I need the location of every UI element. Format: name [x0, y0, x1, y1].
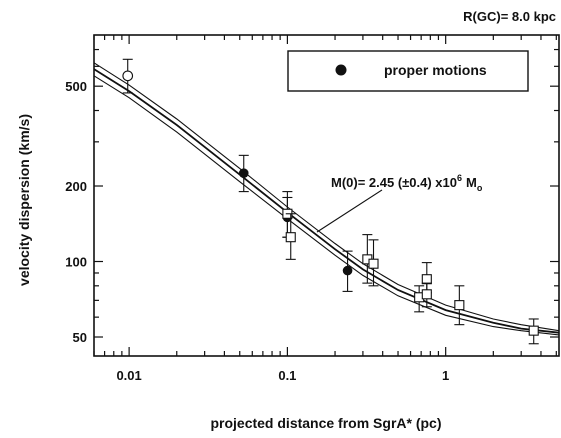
annotation-text: M(0)= 2.45 (±0.4) x106 Mo: [331, 173, 483, 193]
data-point: [528, 318, 539, 345]
x-axis-label: projected distance from SgrA* (pc): [210, 415, 441, 431]
annotation-subscript: o: [477, 183, 483, 193]
data-point: [285, 213, 296, 260]
data-point: [368, 239, 379, 287]
data-points: [122, 58, 539, 345]
marker-open-square: [285, 232, 296, 243]
data-point: [421, 282, 432, 308]
marker-open-square: [368, 258, 379, 269]
model-curve: [93, 62, 560, 332]
marker-open-square: [421, 289, 432, 300]
marker-open-square: [421, 274, 432, 285]
annotation-pointer: [316, 189, 383, 233]
axis-ticks: 0.01 0.1 1 50 100 200 500: [65, 35, 559, 383]
x-tick-label: 0.1: [278, 368, 296, 383]
x-tick-label: 0.01: [116, 368, 141, 383]
y-axis-label: velocity dispersion (km/s): [16, 114, 32, 286]
marker-open-square: [454, 300, 465, 311]
y-tick-label: 100: [65, 255, 87, 270]
plot-frame: [93, 34, 560, 357]
mass-annotation: M(0)= 2.45 (±0.4) x106 Mo: [316, 173, 483, 233]
data-point: [342, 250, 353, 292]
marker-open-circle: [122, 70, 134, 82]
model-curve: [93, 68, 560, 334]
model-curves: [93, 62, 560, 336]
data-point: [362, 234, 373, 284]
legend: proper motions: [287, 50, 529, 92]
data-point: [122, 58, 134, 94]
y-tick-label: 50: [73, 330, 87, 345]
model-curve: [93, 75, 560, 336]
annotation-exponent: 6: [457, 173, 462, 183]
data-point: [454, 285, 465, 326]
legend-label: proper motions: [384, 62, 487, 78]
chart-header: R(GC)= 8.0 kpc: [463, 9, 556, 24]
annotation-unit: M: [466, 175, 477, 190]
marker-open-square: [528, 325, 539, 336]
data-point: [238, 154, 249, 193]
legend-marker: [335, 64, 347, 76]
y-tick-label: 200: [65, 179, 87, 194]
legend-box: [287, 50, 529, 92]
annotation-main: M(0)= 2.45 (±0.4) x10: [331, 175, 457, 190]
y-tick-label: 500: [65, 79, 87, 94]
x-tick-label: 1: [442, 368, 449, 383]
marker-filled-circle: [238, 168, 249, 178]
marker-filled-circle: [342, 265, 353, 276]
